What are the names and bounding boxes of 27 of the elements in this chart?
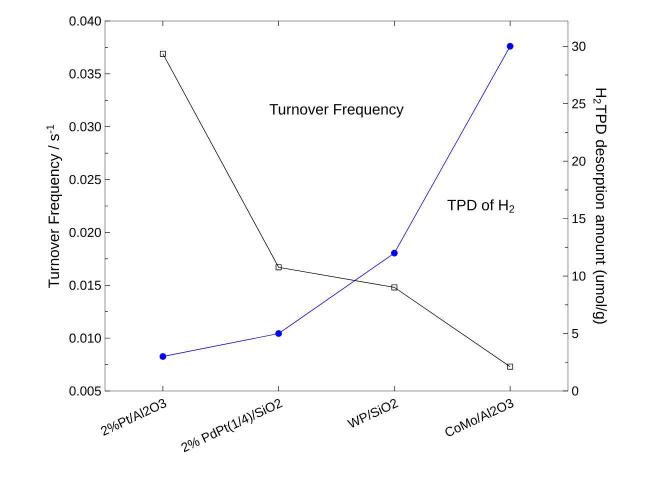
y2-tick-label: 25	[572, 99, 586, 108]
y-tick-label: 0.025	[69, 174, 101, 184]
y-axis-title: Turnover Frequency / s$^{-1}$	[46, 124, 62, 288]
point	[506, 42, 514, 50]
y2-tick-label: 0	[572, 386, 578, 396]
y-tick-label: 0.040	[69, 16, 101, 26]
y2-axis-title: H$_{2}$TPD desorption amount (umol/g)	[592, 88, 607, 324]
point	[276, 264, 282, 270]
point	[507, 364, 514, 370]
point	[391, 250, 398, 256]
y-tick-label: 0.005	[69, 386, 101, 396]
y2-tick-label: 10	[572, 271, 586, 281]
y2-tick-label: 5	[572, 329, 578, 338]
point	[160, 50, 166, 57]
annotation: TPD of H$_{2}$	[448, 199, 514, 213]
point	[160, 353, 166, 360]
point	[391, 284, 398, 290]
y-tick-label: 0.020	[69, 228, 101, 238]
y-tick-label: 0.035	[69, 69, 101, 78]
y2-tick-label: 30	[572, 42, 586, 51]
point	[275, 330, 282, 337]
y2-tick-label: 20	[572, 156, 586, 166]
annotation: Turnover Frequency	[270, 104, 404, 118]
y-tick-label: 0.010	[69, 334, 101, 343]
y2-tick-label: 15	[572, 214, 586, 224]
y-tick-label: 0.015	[69, 280, 101, 290]
y-tick-label: 0.030	[69, 122, 101, 132]
